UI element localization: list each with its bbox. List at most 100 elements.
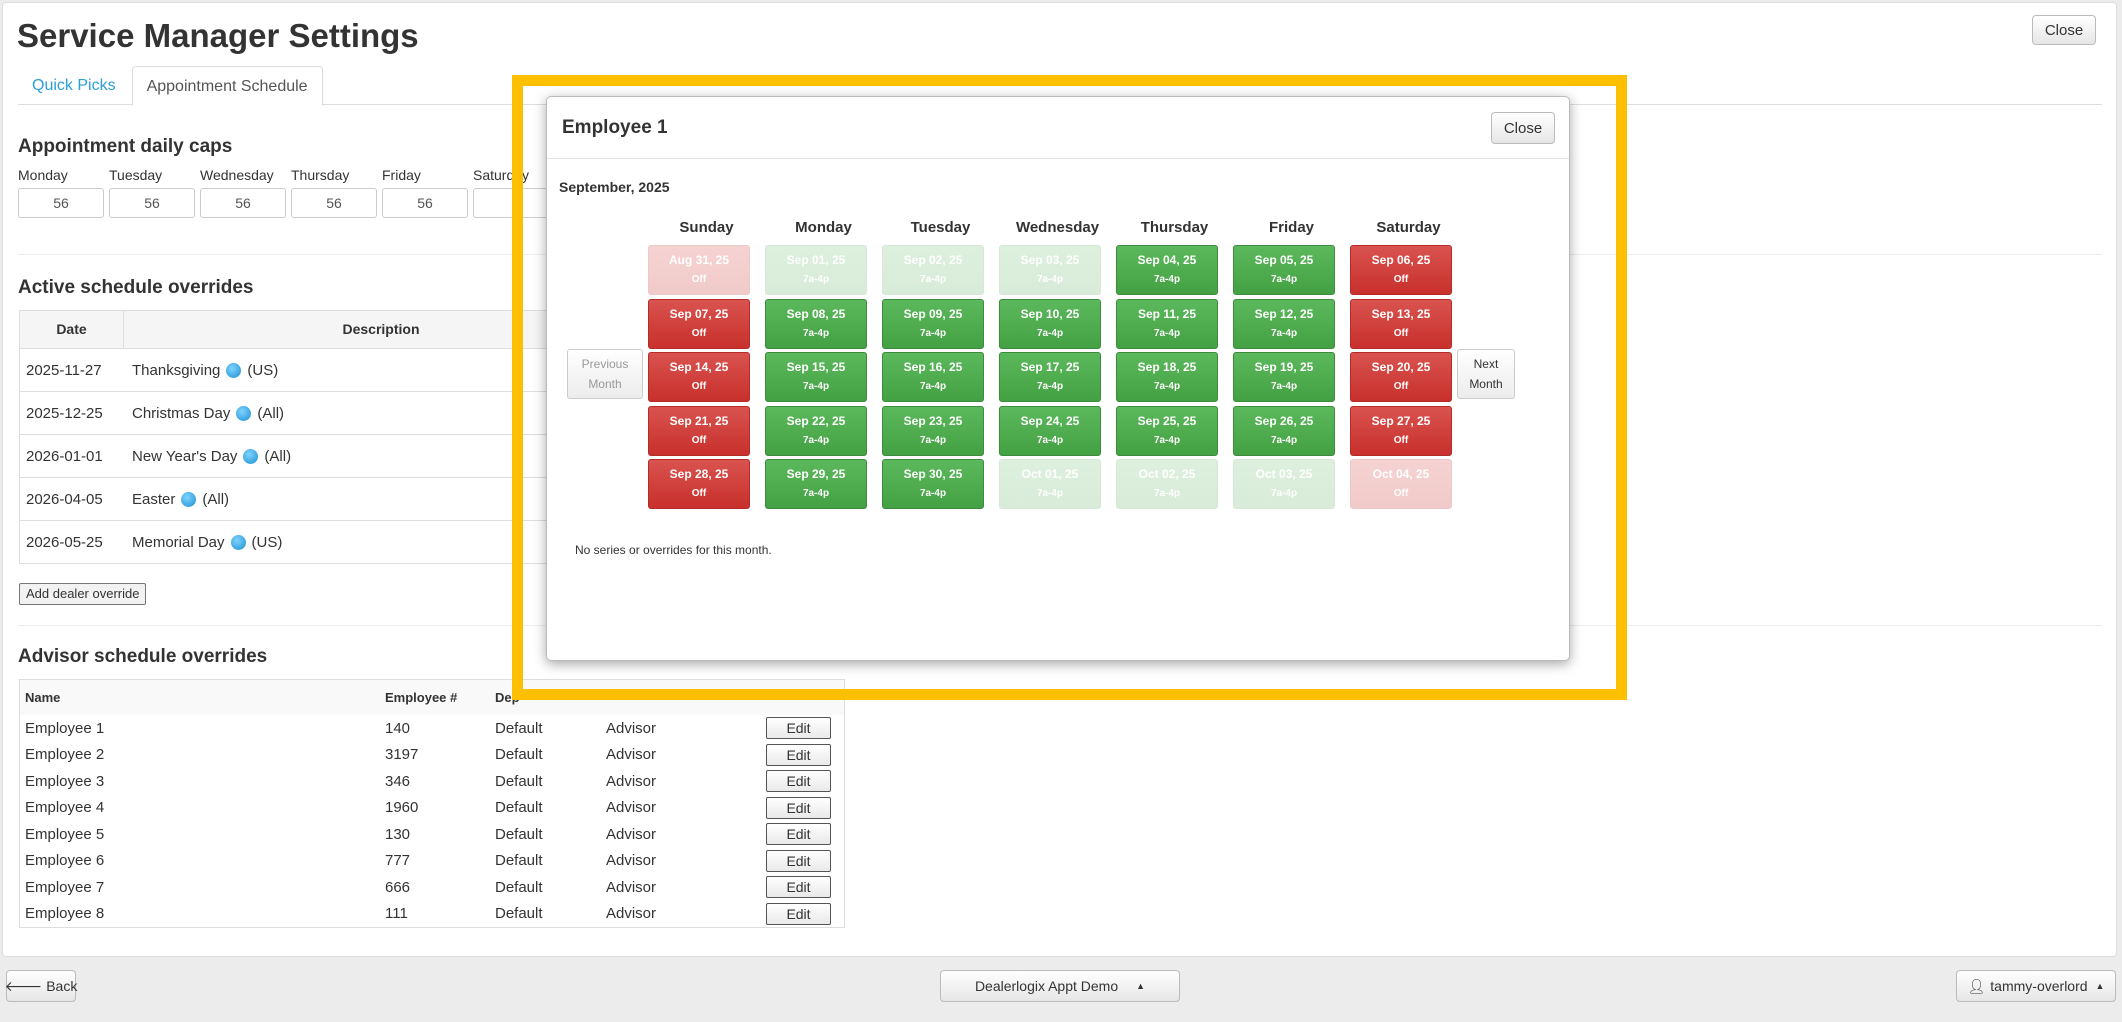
globe-icon[interactable]: [230, 534, 246, 550]
calendar-day[interactable]: Sep 02, 25 7a-4p: [882, 245, 984, 295]
day-hours: 7a-4p: [802, 381, 830, 392]
cap-input-friday[interactable]: [382, 188, 468, 218]
override-description: Memorial Day (US): [124, 534, 638, 551]
table-row: 2026-04-05 Easter (All): [20, 477, 638, 520]
calendar-day[interactable]: Sep 23, 25 7a-4p: [882, 405, 984, 456]
add-dealer-override-button[interactable]: Add dealer override: [19, 583, 147, 605]
edit-button[interactable]: Edit: [766, 876, 831, 899]
calendar-day[interactable]: Oct 02, 25 7a-4p: [1116, 459, 1218, 509]
day-date: Sep 10, 25: [1020, 306, 1080, 321]
close-button[interactable]: Close: [2032, 15, 2096, 45]
weekday-header: Sunday: [679, 219, 734, 236]
advisor-role: Advisor: [606, 799, 657, 817]
day-date: Sep 06, 25: [1371, 253, 1431, 267]
globe-icon[interactable]: [236, 405, 252, 421]
calendar-day[interactable]: Sep 21, 25 Off: [648, 405, 750, 456]
day-date: Sep 23, 25: [903, 413, 963, 428]
calendar-day[interactable]: Sep 24, 25 7a-4p: [999, 405, 1101, 456]
calendar-day[interactable]: Sep 30, 25 7a-4p: [882, 459, 984, 509]
day-hours: 7a-4p: [1270, 381, 1298, 392]
calendar-day[interactable]: Sep 25, 25 7a-4p: [1116, 405, 1218, 456]
day-hours: 7a-4p: [919, 381, 947, 392]
calendar-day[interactable]: Sep 05, 25 7a-4p: [1233, 245, 1335, 295]
day-hours: 7a-4p: [1270, 434, 1298, 446]
calendar-day[interactable]: Sep 01, 25 7a-4p: [765, 245, 867, 295]
modal-close-button[interactable]: Close: [1491, 112, 1555, 144]
advisor-name: Employee 3: [25, 772, 105, 790]
override-name: Memorial Day: [132, 533, 225, 551]
cap-input-thursday[interactable]: [291, 188, 377, 218]
day-hours: 7a-4p: [1270, 488, 1298, 499]
advisor-name: Employee 7: [25, 878, 105, 896]
calendar-day[interactable]: Aug 31, 25 Off: [648, 245, 750, 295]
calendar-day[interactable]: Sep 13, 25 Off: [1350, 298, 1452, 349]
tab-quick-picks[interactable]: Quick Picks: [32, 77, 116, 94]
advisor-department: Default: [495, 878, 543, 896]
calendar-day[interactable]: Oct 01, 25 7a-4p: [999, 459, 1101, 509]
table-row: 2025-11-27 Thanksgiving (US): [20, 348, 638, 391]
calendar-day[interactable]: Sep 26, 25 7a-4p: [1233, 405, 1335, 456]
cap-input-monday[interactable]: [18, 188, 104, 218]
calendar-day[interactable]: Sep 09, 25 7a-4p: [882, 298, 984, 349]
calendar-day[interactable]: Sep 20, 25 Off: [1350, 352, 1452, 402]
next-label: Month: [1469, 377, 1503, 391]
calendar-day[interactable]: Sep 14, 25 Off: [648, 352, 750, 402]
calendar-day[interactable]: Sep 06, 25 Off: [1350, 245, 1452, 295]
edit-button[interactable]: Edit: [766, 717, 831, 740]
globe-icon[interactable]: [243, 448, 259, 464]
edit-button[interactable]: Edit: [766, 796, 831, 819]
day-hours: Off: [1393, 274, 1409, 285]
user-menu-button[interactable]: 👤︎ tammy-overlord ▲: [1956, 970, 2116, 1002]
weekday-header: Monday: [795, 219, 852, 236]
override-name: Thanksgiving: [132, 361, 221, 379]
calendar-day[interactable]: Sep 10, 25 7a-4p: [999, 298, 1101, 349]
calendar-day[interactable]: Sep 07, 25 Off: [648, 298, 750, 349]
calendar-day[interactable]: Sep 27, 25 Off: [1350, 405, 1452, 456]
edit-button[interactable]: Edit: [766, 743, 831, 766]
globe-icon[interactable]: [181, 491, 197, 507]
calendar-day[interactable]: Sep 22, 25 7a-4p: [765, 405, 867, 456]
cap-input-wednesday[interactable]: [200, 188, 286, 218]
override-scope: (US): [247, 361, 279, 379]
edit-button[interactable]: Edit: [766, 823, 831, 846]
cap-label: Thursday: [291, 167, 350, 183]
day-date: Sep 05, 25: [1254, 253, 1314, 267]
globe-icon[interactable]: [226, 362, 242, 378]
day-date: Sep 08, 25: [786, 306, 846, 321]
weekday-header: Tuesday: [910, 219, 971, 236]
previous-month-button[interactable]: Previous Month: [567, 349, 643, 399]
day-date: Oct 04, 25: [1372, 467, 1430, 481]
day-date: Sep 02, 25: [903, 253, 963, 267]
calendar-day[interactable]: Sep 29, 25 7a-4p: [765, 459, 867, 509]
day-date: Sep 09, 25: [903, 306, 963, 321]
table-row: 2025-12-25 Christmas Day (All): [20, 391, 638, 434]
day-date: Sep 14, 25: [669, 360, 729, 374]
edit-button[interactable]: Edit: [766, 849, 831, 872]
calendar-day[interactable]: Sep 17, 25 7a-4p: [999, 352, 1101, 402]
calendar-day[interactable]: Oct 03, 25 7a-4p: [1233, 459, 1335, 509]
tab-appointment-schedule[interactable]: Appointment Schedule: [131, 66, 323, 106]
advisor-action-cell: Edit: [766, 823, 844, 846]
next-month-button[interactable]: Next Month: [1457, 349, 1515, 399]
no-series-note: No series or overrides for this month.: [575, 543, 772, 557]
override-name: Christmas Day: [132, 404, 231, 422]
edit-button[interactable]: Edit: [766, 770, 831, 793]
cap-input-tuesday[interactable]: [109, 188, 195, 218]
calendar-day[interactable]: Sep 04, 25 7a-4p: [1116, 245, 1218, 295]
back-button[interactable]: 🡐 Back: [5, 970, 77, 1002]
calendar-day[interactable]: Sep 16, 25 7a-4p: [882, 352, 984, 402]
edit-button[interactable]: Edit: [766, 902, 831, 925]
weekday-header: Friday: [1268, 219, 1314, 236]
calendar-day[interactable]: Sep 03, 25 7a-4p: [999, 245, 1101, 295]
calendar-day[interactable]: Oct 04, 25 Off: [1350, 459, 1452, 509]
weekday-header: Saturday: [1376, 219, 1441, 236]
override-scope: (All): [257, 404, 285, 422]
calendar-day[interactable]: Sep 28, 25 Off: [648, 459, 750, 509]
calendar-day[interactable]: Sep 18, 25 7a-4p: [1116, 352, 1218, 402]
calendar-day[interactable]: Sep 15, 25 7a-4p: [765, 352, 867, 402]
calendar-day[interactable]: Sep 11, 25 7a-4p: [1116, 298, 1218, 349]
dealer-select[interactable]: Dealerlogix Appt Demo ▲: [940, 970, 1180, 1002]
calendar-day[interactable]: Sep 12, 25 7a-4p: [1233, 298, 1335, 349]
calendar-day[interactable]: Sep 19, 25 7a-4p: [1233, 352, 1335, 402]
calendar-day[interactable]: Sep 08, 25 7a-4p: [765, 298, 867, 349]
